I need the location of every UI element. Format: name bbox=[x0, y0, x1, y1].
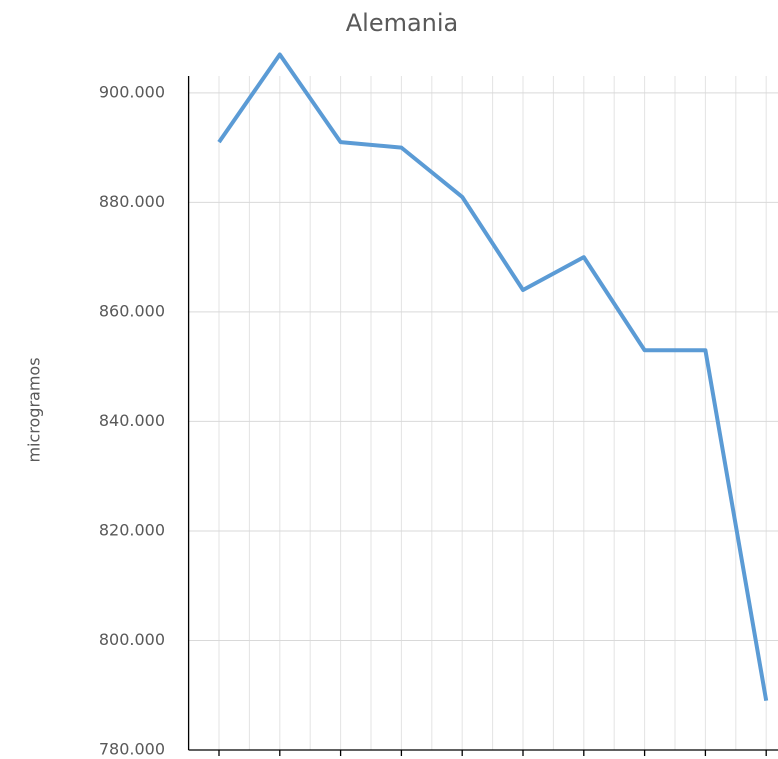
y-tick-label: 860.000 bbox=[99, 301, 165, 320]
y-tick-label: 800.000 bbox=[99, 630, 165, 649]
chart-title: Alemania bbox=[346, 9, 459, 37]
y-tick-label: 900.000 bbox=[99, 82, 165, 101]
y-axis-label: microgramos bbox=[25, 357, 44, 462]
y-tick-label: 780.000 bbox=[99, 740, 165, 759]
y-tick-label: 840.000 bbox=[99, 411, 165, 430]
data-line bbox=[217, 52, 769, 702]
y-tick-label: 880.000 bbox=[99, 192, 165, 211]
y-tick-label: 820.000 bbox=[99, 520, 165, 539]
